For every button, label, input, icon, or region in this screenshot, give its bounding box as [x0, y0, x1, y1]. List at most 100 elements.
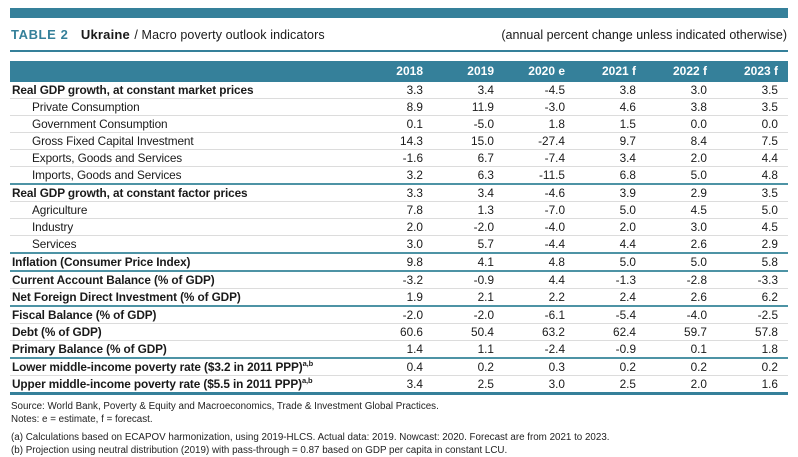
value-cell: -2.4	[504, 341, 575, 359]
row-label: Lower middle-income poverty rate ($3.2 i…	[10, 358, 362, 376]
footnote-marker: a,b	[302, 376, 313, 385]
footnote-marker: a,b	[303, 359, 314, 368]
row-label: Gross Fixed Capital Investment	[10, 133, 362, 150]
value-cell: 0.4	[362, 358, 433, 376]
value-cell: -2.8	[646, 271, 717, 289]
value-cell: 2.2	[504, 289, 575, 307]
value-cell: 4.5	[717, 219, 788, 236]
value-cell: -3.3	[717, 271, 788, 289]
value-cell: 3.3	[362, 184, 433, 202]
value-cell: -5.4	[575, 306, 646, 324]
value-cell: 5.0	[575, 202, 646, 219]
value-cell: 3.5	[717, 99, 788, 116]
value-cell: 4.8	[504, 253, 575, 271]
value-cell: 50.4	[433, 324, 504, 341]
value-cell: 0.2	[433, 358, 504, 376]
value-cell: 15.0	[433, 133, 504, 150]
value-cell: 4.5	[646, 202, 717, 219]
column-header: 2022 f	[646, 61, 717, 82]
value-cell: 3.9	[575, 184, 646, 202]
table-subtitle: / Macro poverty outlook indicators	[134, 28, 324, 42]
value-cell: -11.5	[504, 167, 575, 185]
value-cell: 14.3	[362, 133, 433, 150]
value-cell: 6.2	[717, 289, 788, 307]
value-cell: 4.4	[504, 271, 575, 289]
value-cell: 2.9	[646, 184, 717, 202]
value-cell: 3.4	[575, 150, 646, 167]
value-cell: 63.2	[504, 324, 575, 341]
value-cell: 2.0	[646, 376, 717, 394]
row-label: Primary Balance (% of GDP)	[10, 341, 362, 359]
value-cell: 3.4	[433, 82, 504, 99]
column-header: 2021 f	[575, 61, 646, 82]
value-cell: 6.3	[433, 167, 504, 185]
table-title-row: TABLE 2 Ukraine / Macro poverty outlook …	[10, 18, 788, 50]
column-header: 2020 e	[504, 61, 575, 82]
value-cell: 3.3	[362, 82, 433, 99]
value-cell: 2.5	[575, 376, 646, 394]
value-cell: 4.4	[575, 236, 646, 254]
value-cell: 8.4	[646, 133, 717, 150]
value-cell: -7.0	[504, 202, 575, 219]
top-accent-bar	[10, 8, 788, 18]
value-cell: 4.6	[575, 99, 646, 116]
value-cell: -27.4	[504, 133, 575, 150]
value-cell: -7.4	[504, 150, 575, 167]
value-cell: 4.4	[717, 150, 788, 167]
column-header: 2018	[362, 61, 433, 82]
value-cell: -2.0	[433, 219, 504, 236]
value-cell: 6.7	[433, 150, 504, 167]
value-cell: 5.0	[575, 253, 646, 271]
row-label: Exports, Goods and Services	[10, 150, 362, 167]
table-row: Real GDP growth, at constant factor pric…	[10, 184, 788, 202]
value-cell: 62.4	[575, 324, 646, 341]
value-cell: 0.0	[646, 116, 717, 133]
value-cell: 0.1	[362, 116, 433, 133]
value-cell: 0.1	[646, 341, 717, 359]
table-number-label: TABLE 2	[11, 27, 68, 42]
value-cell: 2.9	[717, 236, 788, 254]
value-cell: 1.6	[717, 376, 788, 394]
value-cell: -3.2	[362, 271, 433, 289]
notes-line: Notes: e = estimate, f = forecast.	[11, 414, 787, 427]
value-cell: 2.6	[646, 289, 717, 307]
value-cell: -0.9	[575, 341, 646, 359]
value-cell: -1.3	[575, 271, 646, 289]
table-row: Fiscal Balance (% of GDP)-2.0-2.0-6.1-5.…	[10, 306, 788, 324]
value-cell: 2.1	[433, 289, 504, 307]
value-cell: 3.0	[504, 376, 575, 394]
value-cell: 5.0	[717, 202, 788, 219]
value-cell: 3.0	[362, 236, 433, 254]
value-cell: 4.8	[717, 167, 788, 185]
table-row: Real GDP growth, at constant market pric…	[10, 82, 788, 99]
value-cell: -6.1	[504, 306, 575, 324]
value-cell: 1.5	[575, 116, 646, 133]
value-cell: 3.2	[362, 167, 433, 185]
value-cell: 11.9	[433, 99, 504, 116]
value-cell: 7.5	[717, 133, 788, 150]
value-cell: 60.6	[362, 324, 433, 341]
column-header: 2023 f	[717, 61, 788, 82]
value-cell: 4.1	[433, 253, 504, 271]
value-cell: 6.8	[575, 167, 646, 185]
value-cell: -0.9	[433, 271, 504, 289]
table-row: Current Account Balance (% of GDP)-3.2-0…	[10, 271, 788, 289]
column-header: 2019	[433, 61, 504, 82]
value-cell: 0.0	[717, 116, 788, 133]
row-label: Services	[10, 236, 362, 254]
footnote-b: (b) Projection using neutral distributio…	[11, 445, 787, 457]
value-cell: 3.0	[646, 82, 717, 99]
footnotes-block: Source: World Bank, Poverty & Equity and…	[10, 401, 788, 457]
value-cell: 2.4	[575, 289, 646, 307]
value-cell: 5.7	[433, 236, 504, 254]
